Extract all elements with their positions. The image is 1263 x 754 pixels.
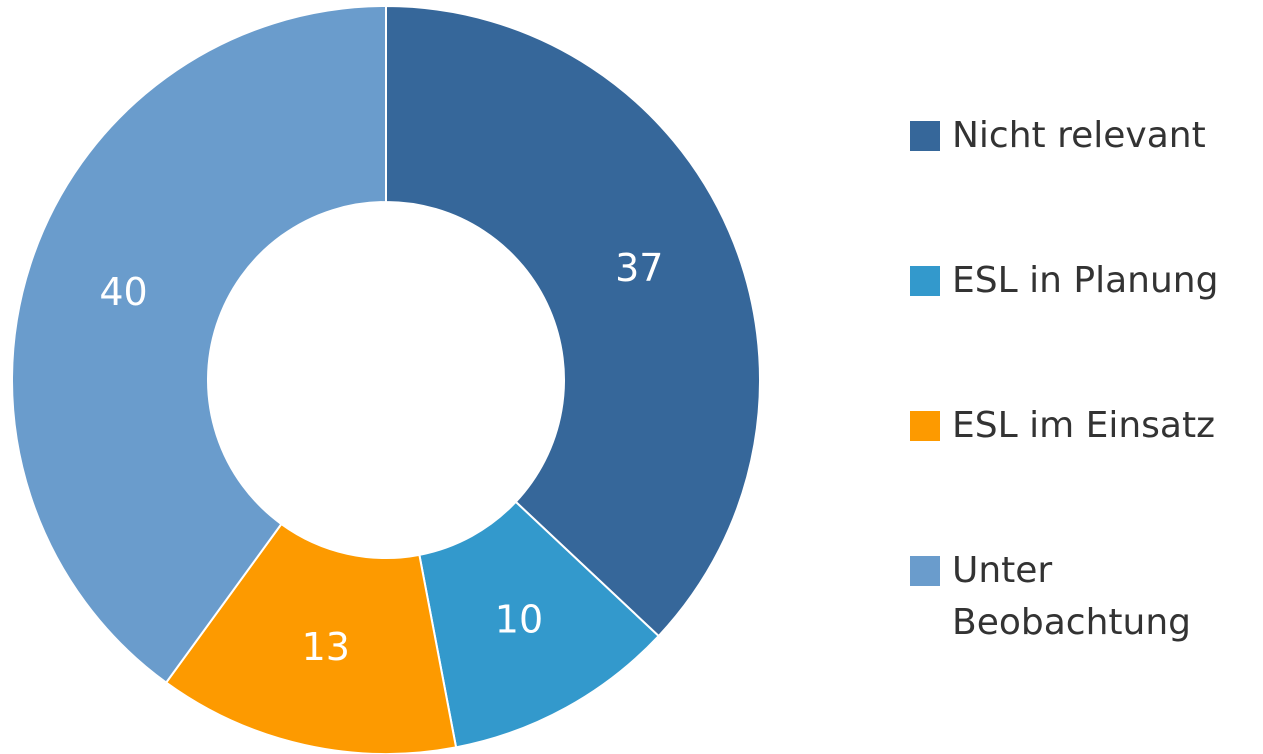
legend-swatch (910, 556, 940, 586)
legend-label: Nicht relevant (952, 115, 1206, 156)
legend-label: ESL in Planung (952, 260, 1219, 301)
donut-segment (11, 4, 387, 684)
data-label: 37 (615, 246, 663, 290)
donut-segment (385, 4, 761, 638)
legend-swatch (910, 121, 940, 151)
chart: 37 10 13 40 (11, 4, 761, 754)
legend-item: ESL im Einsatz (910, 400, 1260, 545)
legend-item: Unter Beobachtung (910, 545, 1260, 690)
legend-swatch (910, 266, 940, 296)
data-label: 10 (495, 597, 543, 641)
legend-label: Unter Beobachtung (952, 550, 1191, 643)
legend-item: ESL in Planung (910, 255, 1260, 400)
data-label: 40 (99, 270, 147, 314)
legend-label: ESL im Einsatz (952, 405, 1216, 446)
donut-segment (164, 522, 458, 754)
legend-swatch (910, 411, 940, 441)
legend: Nicht relevant ESL in Planung ESL im Einsa… (910, 110, 1260, 690)
legend-item: Nicht relevant (910, 110, 1260, 255)
data-label: 13 (302, 625, 350, 669)
